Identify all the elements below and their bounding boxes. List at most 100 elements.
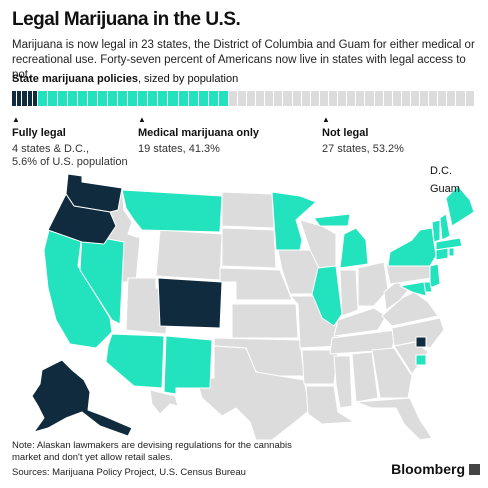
population-segment <box>12 91 18 106</box>
state-ohio <box>357 261 389 307</box>
page-title: Legal Marijuana in the U.S. <box>12 9 241 30</box>
population-segment <box>319 91 329 106</box>
population-bar <box>12 91 475 106</box>
population-segment <box>168 91 179 106</box>
population-segment <box>310 91 320 106</box>
category-desc: 27 states, 53.2% <box>322 143 404 156</box>
state-new-york <box>387 227 437 267</box>
population-segment <box>256 91 266 106</box>
state-new-jersey <box>429 263 441 289</box>
state-kentucky <box>333 307 387 337</box>
state-north-dakota <box>221 191 275 229</box>
us-map <box>31 173 475 440</box>
state-maine <box>445 185 475 227</box>
state-alabama <box>351 351 379 403</box>
policies-heading: State marijuana policies, sized by popul… <box>12 73 238 85</box>
population-segment <box>218 91 229 106</box>
note: Note: Alaskan lawmakers are devising reg… <box>12 440 292 463</box>
category-desc-line: 5.6% of U.S. population <box>12 156 128 168</box>
population-segment <box>338 91 348 106</box>
population-segment <box>383 91 393 106</box>
state-louisiana <box>305 385 355 425</box>
legend-dc-swatch <box>415 336 427 348</box>
population-segment <box>118 91 129 106</box>
population-segment <box>22 91 28 106</box>
source: Sources: Marijuana Policy Project, U.S. … <box>12 467 246 478</box>
population-segment <box>228 91 238 106</box>
population-segment <box>27 91 33 106</box>
state-maryland <box>399 281 427 297</box>
state-new-hampshire <box>439 213 451 241</box>
brand-name: Bloomberg <box>391 461 465 477</box>
population-segment <box>301 91 311 106</box>
population-segment <box>392 91 402 106</box>
state-mississippi <box>333 355 353 409</box>
population-segment <box>37 91 48 106</box>
state-north-carolina <box>391 317 445 349</box>
state-california <box>43 225 113 349</box>
population-segment <box>356 91 366 106</box>
population-segment <box>401 91 411 106</box>
population-segment <box>178 91 189 106</box>
state-indiana <box>339 269 359 317</box>
subtitle: Marijuana is now legal in 23 states, the… <box>12 39 475 81</box>
category-desc: 19 states, 41.3% <box>138 143 259 156</box>
policies-heading-bold: State marijuana policies <box>12 73 138 85</box>
state-michigan <box>313 213 369 269</box>
population-segment <box>108 91 119 106</box>
population-segment <box>128 91 139 106</box>
state-nevada <box>79 233 125 325</box>
population-segment <box>365 91 375 106</box>
category-desc-line: 19 states, 41.3% <box>138 143 220 155</box>
population-segment <box>274 91 284 106</box>
population-segment <box>420 91 430 106</box>
population-segment <box>78 91 89 106</box>
category-fully-legal: ▲ Fully legal 4 states & D.C., 5.6% of U… <box>12 116 128 169</box>
category-name: Fully legal <box>12 127 66 139</box>
population-segment <box>374 91 384 106</box>
population-segment <box>98 91 109 106</box>
legend-guam-label: Guam <box>430 183 460 195</box>
state-oregon <box>47 193 117 245</box>
category-desc-line: 4 states & D.C., <box>12 143 90 155</box>
state-nebraska <box>219 267 293 301</box>
legend-guam: Guam <box>416 183 460 195</box>
population-segment <box>246 91 257 106</box>
population-segment <box>88 91 99 106</box>
population-segment <box>283 91 293 106</box>
state-rhode-island <box>448 247 455 257</box>
brand-logo: Bloomberg <box>391 461 480 477</box>
population-segment <box>265 91 275 106</box>
state-colorado <box>157 277 223 329</box>
population-segment <box>465 91 475 106</box>
state-arkansas <box>301 349 339 385</box>
population-segment <box>158 91 169 106</box>
state-connecticut <box>435 247 449 261</box>
state-alaska <box>31 359 133 437</box>
policies-heading-suffix: , sized by population <box>137 73 239 85</box>
state-minnesota <box>271 191 317 251</box>
population-segment <box>32 91 38 106</box>
state-massachusetts <box>435 237 463 251</box>
population-segment <box>292 91 302 106</box>
population-segment <box>447 91 457 106</box>
state-vermont <box>431 219 441 243</box>
population-segment <box>237 91 247 106</box>
population-segment <box>208 91 219 106</box>
triangle-up-icon: ▲ <box>12 115 20 124</box>
population-segment <box>17 91 23 106</box>
population-segment <box>328 91 339 106</box>
population-segment <box>456 91 466 106</box>
population-segment <box>198 91 209 106</box>
state-illinois <box>311 265 343 327</box>
state-florida <box>355 397 433 440</box>
legend-guam-swatch <box>415 354 427 366</box>
population-segment <box>68 91 79 106</box>
legend-dc: D.C. <box>416 165 452 177</box>
state-new-mexico <box>163 335 213 395</box>
alaska-islands <box>149 389 179 415</box>
state-kansas <box>231 303 299 339</box>
triangle-up-icon: ▲ <box>138 115 146 124</box>
category-desc: 4 states & D.C., 5.6% of U.S. population <box>12 143 128 169</box>
population-segment <box>57 91 68 106</box>
